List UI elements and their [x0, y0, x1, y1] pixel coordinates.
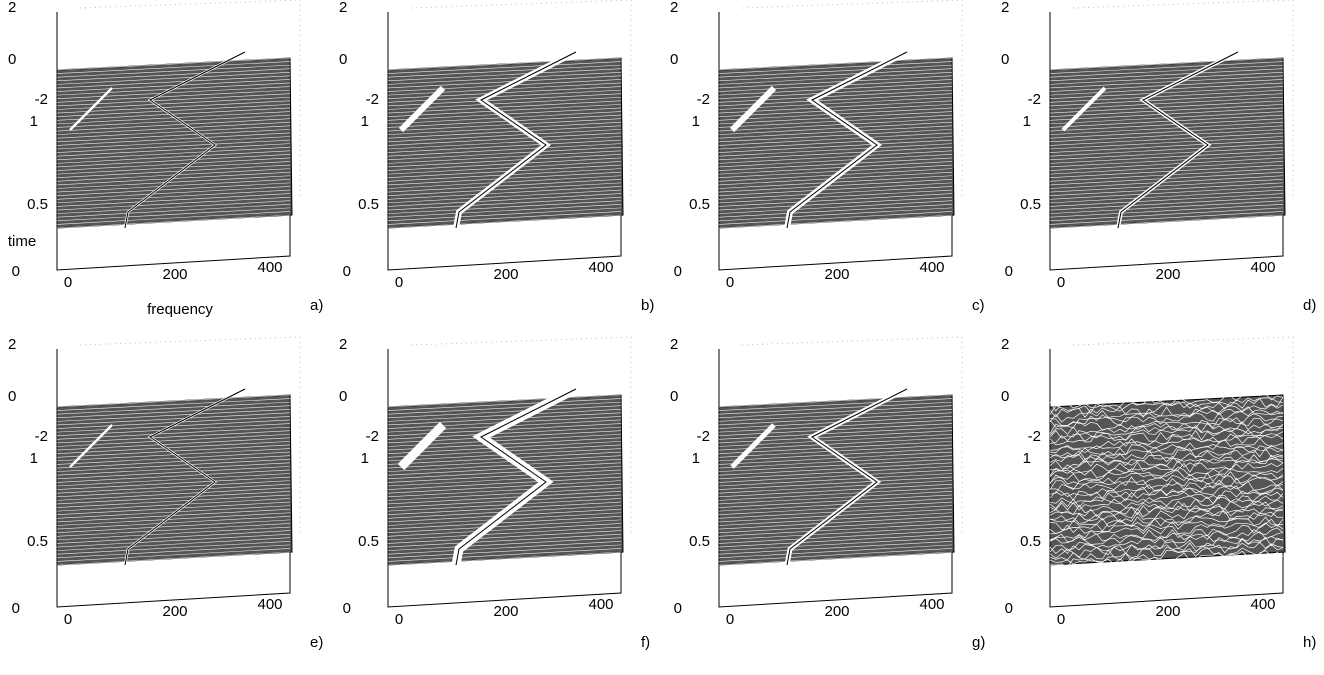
x-tick-label: 0: [395, 274, 403, 291]
time-tick-label: 0: [1005, 600, 1013, 617]
x-tick-label: 0: [726, 611, 734, 628]
time-tick-label: 0: [674, 263, 682, 280]
time-tick-label: 0: [12, 263, 20, 280]
x-tick-label: 400: [919, 259, 944, 276]
x-tick-label: 400: [257, 596, 282, 613]
time-tick-label: 1: [692, 113, 700, 130]
x-tick-label: 200: [1155, 266, 1180, 283]
x-tick-label: 400: [257, 259, 282, 276]
z-tick-label: -2: [35, 91, 48, 108]
panel-label: f): [641, 634, 650, 651]
panel-label: h): [1303, 634, 1316, 651]
time-tick-label: 1: [692, 450, 700, 467]
z-tick-label: 2: [8, 336, 16, 353]
z-tick-label: 0: [1001, 51, 1009, 68]
panel: 2 0 -2 1 0.5 0 0 200 400 b): [339, 0, 654, 314]
time-tick-label: 0.5: [27, 196, 48, 213]
time-tick-label: 0: [343, 600, 351, 617]
time-tick-label: 0.5: [689, 533, 710, 550]
z-tick-label: -2: [697, 91, 710, 108]
z-tick-label: 0: [339, 388, 347, 405]
z-tick-label: 0: [8, 388, 16, 405]
x-tick-label: 400: [588, 259, 613, 276]
time-tick-label: 1: [1023, 450, 1031, 467]
time-tick-label: 0.5: [358, 533, 379, 550]
x-tick-label: 0: [1057, 274, 1065, 291]
panel: 2 0 -2 1 0.5 0 0 200 400 f): [339, 336, 650, 651]
time-tick-label: 1: [361, 113, 369, 130]
panel: 2 0 -2 1 0.5 0 0 200 400 h): [1001, 336, 1316, 651]
z-tick-label: 0: [8, 51, 16, 68]
z-tick-label: 2: [339, 0, 347, 16]
x-tick-label: 400: [1250, 259, 1275, 276]
z-tick-label: -2: [366, 91, 379, 108]
time-tick-label: 1: [361, 450, 369, 467]
x-tick-label: 400: [919, 596, 944, 613]
time-tick-label: 0.5: [1020, 533, 1041, 550]
panel-label: g): [972, 634, 985, 651]
time-tick-label: 0: [1005, 263, 1013, 280]
z-tick-label: 2: [1001, 0, 1009, 16]
x-tick-label: 0: [64, 274, 72, 291]
x-tick-label: 400: [588, 596, 613, 613]
z-tick-label: -2: [697, 428, 710, 445]
time-tick-label: 0.5: [1020, 196, 1041, 213]
panel: 2 0 -2 1 0.5 0 0 200 400 frequency time a): [8, 0, 324, 318]
z-tick-label: -2: [366, 428, 379, 445]
x-tick-label: 200: [493, 266, 518, 283]
z-tick-label: -2: [1028, 428, 1041, 445]
x-tick-label: 200: [824, 603, 849, 620]
x-tick-label: 0: [64, 611, 72, 628]
y-axis-label: time: [8, 233, 36, 250]
x-tick-label: 0: [1057, 611, 1065, 628]
time-tick-label: 0: [343, 263, 351, 280]
panel-label: c): [972, 297, 985, 314]
z-tick-label: 0: [1001, 388, 1009, 405]
x-tick-label: 0: [395, 611, 403, 628]
panel-label: e): [310, 634, 323, 651]
x-tick-label: 400: [1250, 596, 1275, 613]
figure: 20-210.500200400frequencytimea)20-210.50…: [0, 0, 1324, 675]
panel-label: d): [1303, 297, 1316, 314]
time-tick-label: 1: [1023, 113, 1031, 130]
z-tick-label: 0: [670, 51, 678, 68]
time-tick-label: 1: [30, 113, 38, 130]
z-tick-label: -2: [1028, 91, 1041, 108]
x-axis-label: frequency: [147, 301, 213, 318]
panel: 2 0 -2 1 0.5 0 0 200 400 g): [670, 336, 985, 651]
z-tick-label: 2: [1001, 336, 1009, 353]
x-tick-label: 0: [726, 274, 734, 291]
panel-label: a): [310, 297, 323, 314]
time-tick-label: 0.5: [689, 196, 710, 213]
z-tick-label: -2: [35, 428, 48, 445]
time-tick-label: 0: [674, 600, 682, 617]
x-tick-label: 200: [824, 266, 849, 283]
time-tick-label: 0.5: [358, 196, 379, 213]
time-tick-label: 1: [30, 450, 38, 467]
x-tick-label: 200: [162, 603, 187, 620]
time-tick-label: 0: [12, 600, 20, 617]
panel: 2 0 -2 1 0.5 0 0 200 400 d): [1001, 0, 1316, 314]
z-tick-label: 0: [670, 388, 678, 405]
x-tick-label: 200: [1155, 603, 1180, 620]
z-tick-label: 2: [339, 336, 347, 353]
panel: 2 0 -2 1 0.5 0 0 200 400 e): [8, 336, 323, 651]
z-tick-label: 2: [670, 336, 678, 353]
time-tick-label: 0.5: [27, 533, 48, 550]
z-tick-label: 2: [8, 0, 16, 16]
z-tick-label: 0: [339, 51, 347, 68]
z-tick-label: 2: [670, 0, 678, 16]
panel: 2 0 -2 1 0.5 0 0 200 400 c): [670, 0, 985, 314]
x-tick-label: 200: [493, 603, 518, 620]
panel-label: b): [641, 297, 654, 314]
x-tick-label: 200: [162, 266, 187, 283]
